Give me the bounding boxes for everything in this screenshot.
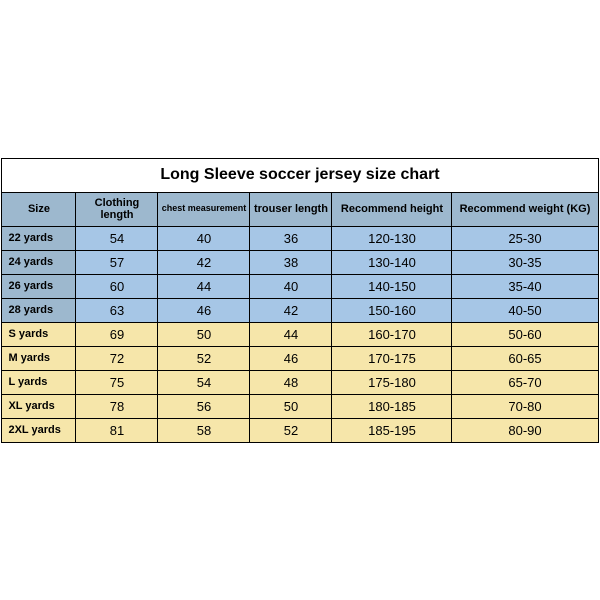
size-cell: 22 yards — [2, 226, 76, 250]
table-row: 28 yards634642150-16040-50 — [2, 298, 598, 322]
data-cell: 78 — [76, 394, 158, 418]
data-cell: 38 — [250, 250, 332, 274]
data-cell: 50 — [158, 322, 250, 346]
data-cell: 150-160 — [332, 298, 452, 322]
data-cell: 35-40 — [452, 274, 598, 298]
col-header: Recommend weight (KG) — [452, 192, 598, 226]
data-cell: 46 — [250, 346, 332, 370]
data-cell: 185-195 — [332, 418, 452, 442]
table-body: 22 yards544036120-13025-3024 yards574238… — [2, 226, 598, 442]
data-cell: 40 — [250, 274, 332, 298]
size-cell: S yards — [2, 322, 76, 346]
data-cell: 54 — [158, 370, 250, 394]
data-cell: 57 — [76, 250, 158, 274]
data-cell: 69 — [76, 322, 158, 346]
data-cell: 56 — [158, 394, 250, 418]
data-cell: 80-90 — [452, 418, 598, 442]
data-cell: 42 — [158, 250, 250, 274]
table-row: 26 yards604440140-15035-40 — [2, 274, 598, 298]
data-cell: 60-65 — [452, 346, 598, 370]
table-row: 24 yards574238130-14030-35 — [2, 250, 598, 274]
col-header: Clothing length — [76, 192, 158, 226]
data-cell: 72 — [76, 346, 158, 370]
size-cell: M yards — [2, 346, 76, 370]
title-row: Long Sleeve soccer jersey size chart — [2, 158, 598, 192]
size-cell: 28 yards — [2, 298, 76, 322]
data-cell: 63 — [76, 298, 158, 322]
data-cell: 30-35 — [452, 250, 598, 274]
size-cell: 26 yards — [2, 274, 76, 298]
data-cell: 58 — [158, 418, 250, 442]
data-cell: 48 — [250, 370, 332, 394]
data-cell: 175-180 — [332, 370, 452, 394]
data-cell: 52 — [250, 418, 332, 442]
col-header: Size — [2, 192, 76, 226]
data-cell: 36 — [250, 226, 332, 250]
data-cell: 46 — [158, 298, 250, 322]
data-cell: 170-175 — [332, 346, 452, 370]
data-cell: 70-80 — [452, 394, 598, 418]
table-row: L yards755448175-18065-70 — [2, 370, 598, 394]
data-cell: 75 — [76, 370, 158, 394]
table-row: 22 yards544036120-13025-30 — [2, 226, 598, 250]
size-cell: 2XL yards — [2, 418, 76, 442]
size-cell: XL yards — [2, 394, 76, 418]
data-cell: 60 — [76, 274, 158, 298]
header-row: SizeClothing lengthchest measurementtrou… — [2, 192, 598, 226]
data-cell: 40 — [158, 226, 250, 250]
data-cell: 160-170 — [332, 322, 452, 346]
col-header: chest measurement — [158, 192, 250, 226]
data-cell: 54 — [76, 226, 158, 250]
data-cell: 140-150 — [332, 274, 452, 298]
data-cell: 50-60 — [452, 322, 598, 346]
data-cell: 180-185 — [332, 394, 452, 418]
page: Long Sleeve soccer jersey size chart Siz… — [0, 0, 600, 600]
data-cell: 42 — [250, 298, 332, 322]
data-cell: 25-30 — [452, 226, 598, 250]
data-cell: 52 — [158, 346, 250, 370]
data-cell: 65-70 — [452, 370, 598, 394]
table-title: Long Sleeve soccer jersey size chart — [2, 158, 598, 192]
size-chart-table: Long Sleeve soccer jersey size chart Siz… — [1, 158, 598, 443]
size-cell: 24 yards — [2, 250, 76, 274]
size-cell: L yards — [2, 370, 76, 394]
col-header: Recommend height — [332, 192, 452, 226]
table-row: XL yards785650180-18570-80 — [2, 394, 598, 418]
data-cell: 120-130 — [332, 226, 452, 250]
col-header: trouser length — [250, 192, 332, 226]
table-row: S yards695044160-17050-60 — [2, 322, 598, 346]
data-cell: 50 — [250, 394, 332, 418]
data-cell: 81 — [76, 418, 158, 442]
data-cell: 44 — [250, 322, 332, 346]
table-row: M yards725246170-17560-65 — [2, 346, 598, 370]
table-row: 2XL yards815852185-19580-90 — [2, 418, 598, 442]
data-cell: 130-140 — [332, 250, 452, 274]
data-cell: 40-50 — [452, 298, 598, 322]
data-cell: 44 — [158, 274, 250, 298]
